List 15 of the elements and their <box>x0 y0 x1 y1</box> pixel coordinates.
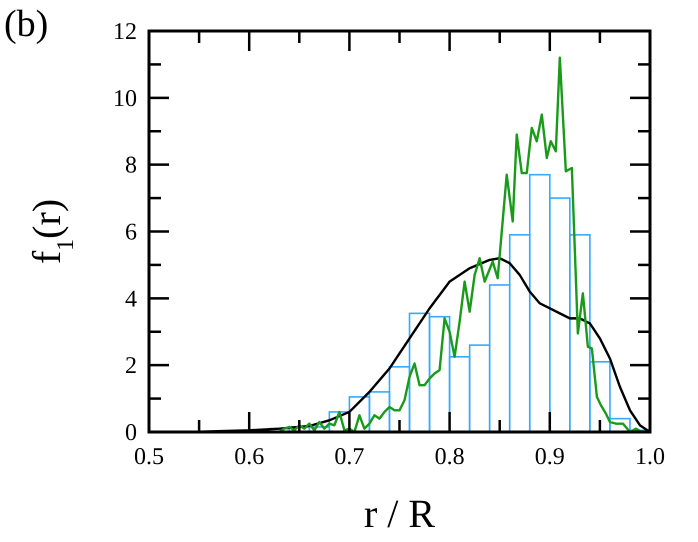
y-tick-label: 10 <box>113 86 137 112</box>
y-tick-label: 8 <box>125 152 137 179</box>
y-tick-label: 12 <box>113 19 137 45</box>
y-tick-label: 6 <box>125 220 137 246</box>
x-tick-label: 0.8 <box>434 444 465 470</box>
y-tick-label: 0 <box>125 420 137 446</box>
y-tick-label: 4 <box>125 286 137 312</box>
text: (b) <box>4 3 48 45</box>
y-tick-label: 2 <box>125 353 137 380</box>
x-tick-label: 0.5 <box>134 444 164 470</box>
x-axis-title: r / R <box>364 491 436 536</box>
x-tick-label: 0.7 <box>334 444 364 470</box>
x-tick-label: 0.6 <box>234 444 264 470</box>
x-tick-label: 0.9 <box>534 444 565 470</box>
x-tick-label: 1.0 <box>635 444 665 470</box>
